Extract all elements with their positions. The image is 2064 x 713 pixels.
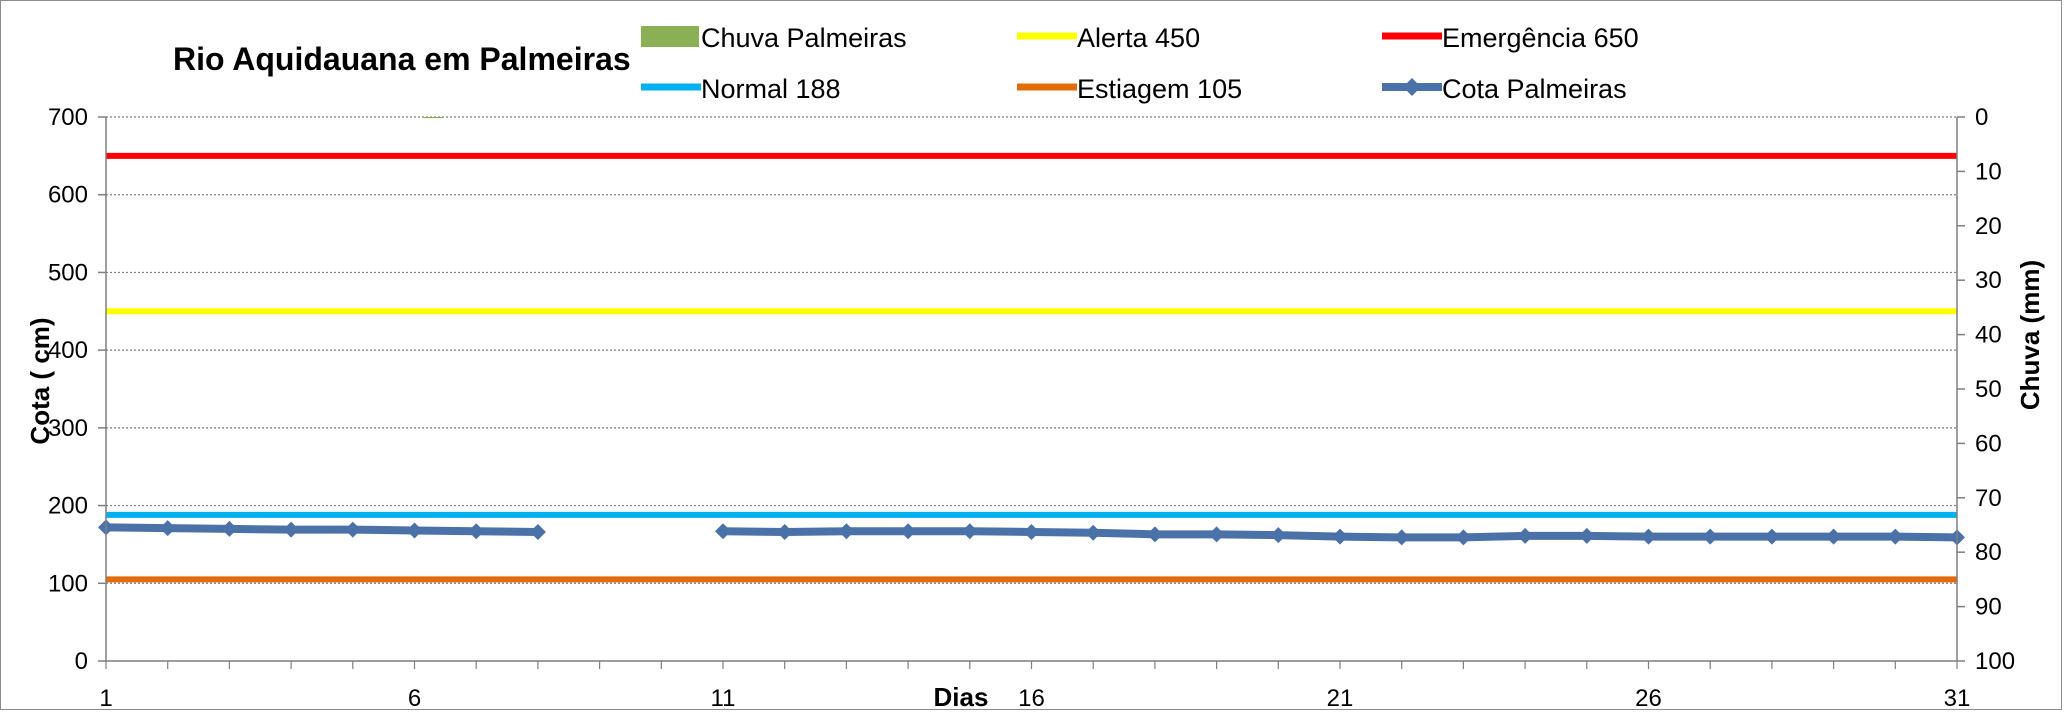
cota-point-19 (1208, 526, 1225, 543)
cota-point-18 (1146, 526, 1163, 543)
legend-label-0-2: Emergência 650 (1442, 23, 1639, 53)
x-axis-title: Dias (934, 682, 989, 712)
legend-label-1-2: Cota Palmeiras (1442, 74, 1627, 104)
y2-tick-label-70: 70 (1975, 485, 2002, 512)
cota-point-6 (406, 522, 423, 539)
cota-point-24 (1517, 527, 1534, 544)
x-tick-label-11: 11 (711, 685, 736, 712)
cota-point-25 (1578, 527, 1595, 544)
cota-point-12 (776, 523, 793, 540)
cota-point-27 (1702, 528, 1719, 545)
y-tick-label-400: 400 (48, 337, 88, 364)
y2-tick-label-50: 50 (1975, 376, 2002, 403)
rain-bar-0 (423, 117, 444, 119)
cota-point-15 (961, 523, 978, 540)
y-axis-title: Cota ( cm) (25, 317, 55, 444)
cota-point-8 (529, 523, 546, 540)
y2-axis-title: Chuva (mm) (2015, 260, 2045, 410)
y2-tick-label-90: 90 (1975, 594, 2002, 621)
cota-point-30 (1887, 528, 1904, 545)
x-tick-label-6: 6 (408, 685, 421, 712)
y2-tick-label-40: 40 (1975, 322, 2002, 349)
cota-point-20 (1270, 527, 1287, 544)
chart-title: Rio Aquidauana em Palmeiras (173, 41, 631, 77)
cota-point-23 (1455, 529, 1472, 546)
cota-point-17 (1085, 524, 1102, 541)
legend-swatch-chuva (641, 26, 699, 47)
cota-point-13 (838, 523, 855, 540)
y2-tick-label-100: 100 (1975, 648, 2015, 675)
legend-label-0-0: Chuva Palmeiras (701, 23, 907, 53)
cota-point-14 (900, 523, 917, 540)
cota-point-29 (1825, 528, 1842, 545)
y-tick-label-500: 500 (48, 259, 88, 286)
y2-tick-label-80: 80 (1975, 539, 2002, 566)
legend-label-0-1: Alerta 450 (1077, 23, 1200, 53)
y2-tick-label-0: 0 (1975, 104, 1988, 131)
y-tick-label-200: 200 (48, 493, 88, 520)
y-tick-label-0: 0 (75, 648, 88, 675)
cota-point-2 (159, 520, 176, 537)
cota-point-16 (1023, 523, 1040, 540)
x-tick-label-31: 31 (1944, 685, 1971, 712)
y-tick-label-100: 100 (48, 570, 88, 597)
y2-tick-label-60: 60 (1975, 430, 2002, 457)
legend-label-1-1: Estiagem 105 (1077, 74, 1242, 104)
y2-tick-label-20: 20 (1975, 213, 2002, 240)
x-tick-label-1: 1 (99, 685, 112, 712)
x-tick-label-21: 21 (1327, 685, 1354, 712)
cota-point-22 (1393, 529, 1410, 546)
legend-label-1-0: Normal 188 (701, 74, 841, 104)
y2-tick-label-30: 30 (1975, 267, 2002, 294)
x-tick-label-16: 16 (1018, 685, 1045, 712)
y-tick-label-300: 300 (48, 415, 88, 442)
cota-point-5 (344, 521, 361, 538)
y2-tick-label-10: 10 (1975, 158, 2002, 185)
legend-marker-cota (1403, 78, 1421, 96)
cota-point-28 (1763, 528, 1780, 545)
cota-point-4 (283, 521, 300, 538)
cota-point-11 (715, 523, 731, 540)
cota-point-26 (1640, 528, 1657, 545)
y-tick-label-600: 600 (48, 182, 88, 209)
cota-point-21 (1332, 528, 1348, 545)
y-tick-label-700: 700 (48, 104, 88, 131)
x-tick-label-26: 26 (1635, 685, 1662, 712)
cota-point-3 (221, 520, 238, 537)
cota-line-segment-0 (105, 523, 538, 536)
cota-point-7 (468, 523, 485, 540)
